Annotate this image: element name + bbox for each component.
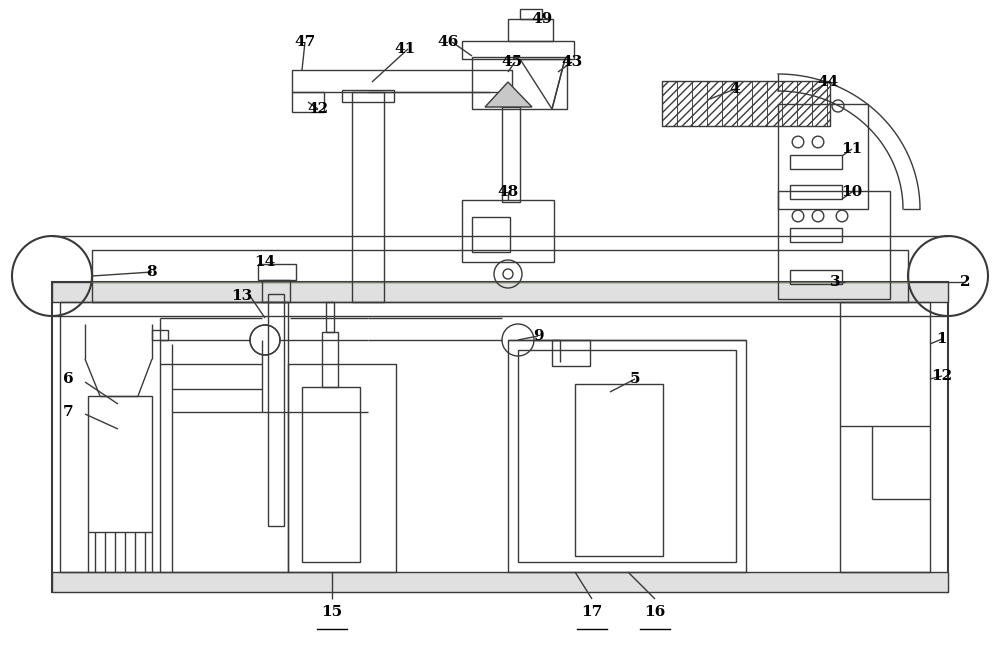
Bar [472,217,510,252]
Text: 47: 47 [294,35,316,49]
Text: 41: 41 [394,42,416,56]
Text: 2: 2 [960,275,970,289]
Text: 48: 48 [497,185,519,199]
Bar [508,340,746,572]
Text: 8: 8 [147,265,157,279]
Bar [778,104,868,209]
Bar [552,340,590,366]
Bar [352,92,384,302]
Text: 12: 12 [931,369,953,383]
Polygon shape [485,82,532,107]
Text: 43: 43 [561,55,583,69]
Bar [322,332,338,387]
Bar [292,70,512,92]
Bar [840,302,930,572]
Bar [790,185,842,199]
Bar [662,81,830,126]
Bar [302,387,360,562]
Bar [508,19,553,41]
Text: 1: 1 [937,332,947,346]
Text: 15: 15 [321,605,343,619]
Bar [575,384,663,556]
Bar [342,90,394,102]
Text: 9: 9 [533,329,543,343]
Text: 7: 7 [63,405,73,419]
Bar [518,350,736,562]
Bar [288,364,396,572]
Text: 14: 14 [254,255,276,269]
Bar [258,264,296,280]
Bar [462,200,554,262]
Bar [462,41,574,59]
Bar [472,57,567,109]
Text: 46: 46 [437,35,459,49]
Bar [790,228,842,242]
Text: 4: 4 [730,82,740,96]
Bar [790,155,842,169]
Text: 11: 11 [841,142,863,156]
Bar [268,294,284,526]
Text: 3: 3 [830,275,840,289]
Bar [52,282,948,302]
Bar [152,330,168,340]
Text: 42: 42 [307,102,329,116]
Text: 13: 13 [231,289,253,303]
Bar [262,280,290,302]
Bar [60,302,288,572]
Text: 49: 49 [531,12,553,26]
Text: 6: 6 [63,372,73,386]
Text: 44: 44 [817,75,839,89]
Bar [326,302,334,332]
Text: 17: 17 [581,605,603,619]
Bar [52,282,948,592]
Bar [88,396,152,532]
Bar [92,250,908,302]
Text: 45: 45 [501,55,523,69]
Bar [520,9,542,19]
Bar [778,191,890,299]
Text: 16: 16 [644,605,666,619]
Bar [502,107,520,202]
Text: 10: 10 [841,185,863,199]
Bar [52,572,948,592]
Bar [292,92,324,112]
Text: 5: 5 [630,372,640,386]
Bar [790,270,842,284]
